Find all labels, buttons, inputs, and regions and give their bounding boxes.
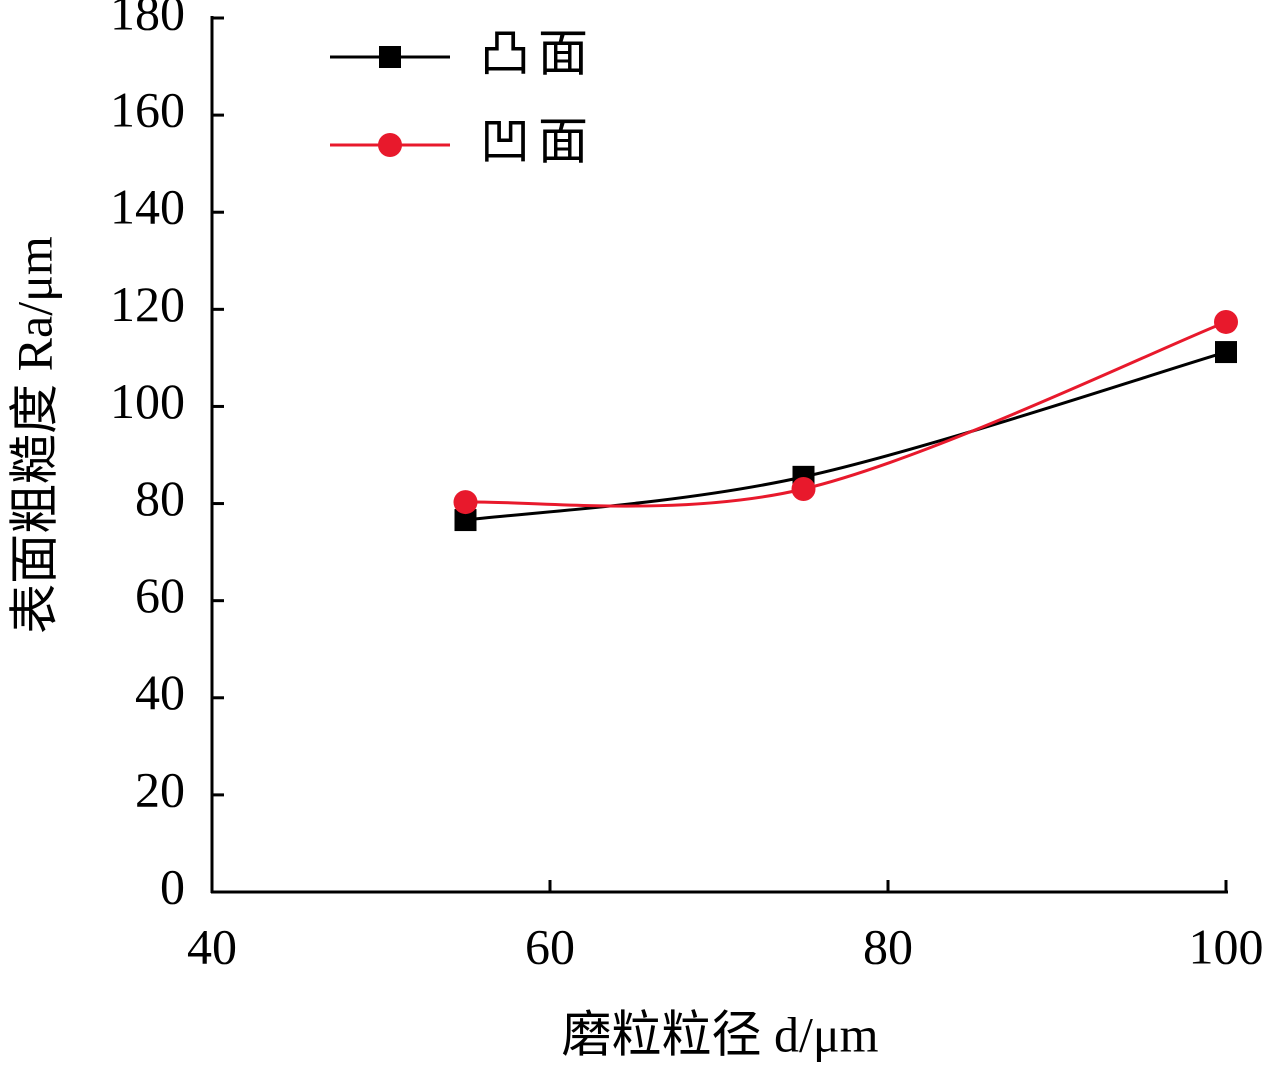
y-tick-label: 80 — [135, 470, 185, 526]
marker — [1214, 309, 1238, 334]
x-tick-label: 40 — [187, 918, 237, 974]
y-axis-label: 表面粗糙度 Ra/μm — [6, 236, 62, 634]
y-tick-label: 60 — [135, 567, 185, 623]
legend-label: 凸面 — [480, 25, 596, 81]
y-tick-label: 140 — [110, 179, 185, 235]
series-line — [465, 320, 1227, 508]
legend-label: 凹面 — [480, 113, 596, 169]
marker — [379, 46, 401, 68]
series-line — [465, 350, 1227, 522]
x-axis-label: 磨粒粒径 d/μm — [561, 1006, 878, 1062]
marker — [1215, 341, 1237, 364]
y-tick-label: 0 — [160, 858, 185, 914]
x-tick-label: 80 — [863, 918, 913, 974]
x-tick-label: 100 — [1189, 918, 1264, 974]
y-tick-label: 20 — [135, 761, 185, 817]
y-tick-label: 180 — [110, 0, 185, 40]
marker — [378, 133, 402, 157]
marker — [453, 490, 478, 515]
y-tick-label: 100 — [110, 373, 185, 429]
marker — [791, 476, 816, 501]
marker — [454, 509, 477, 532]
y-tick-label: 120 — [110, 276, 185, 332]
y-tick-label: 40 — [135, 664, 185, 720]
y-tick-label: 160 — [110, 82, 185, 138]
x-tick-label: 60 — [525, 918, 575, 974]
